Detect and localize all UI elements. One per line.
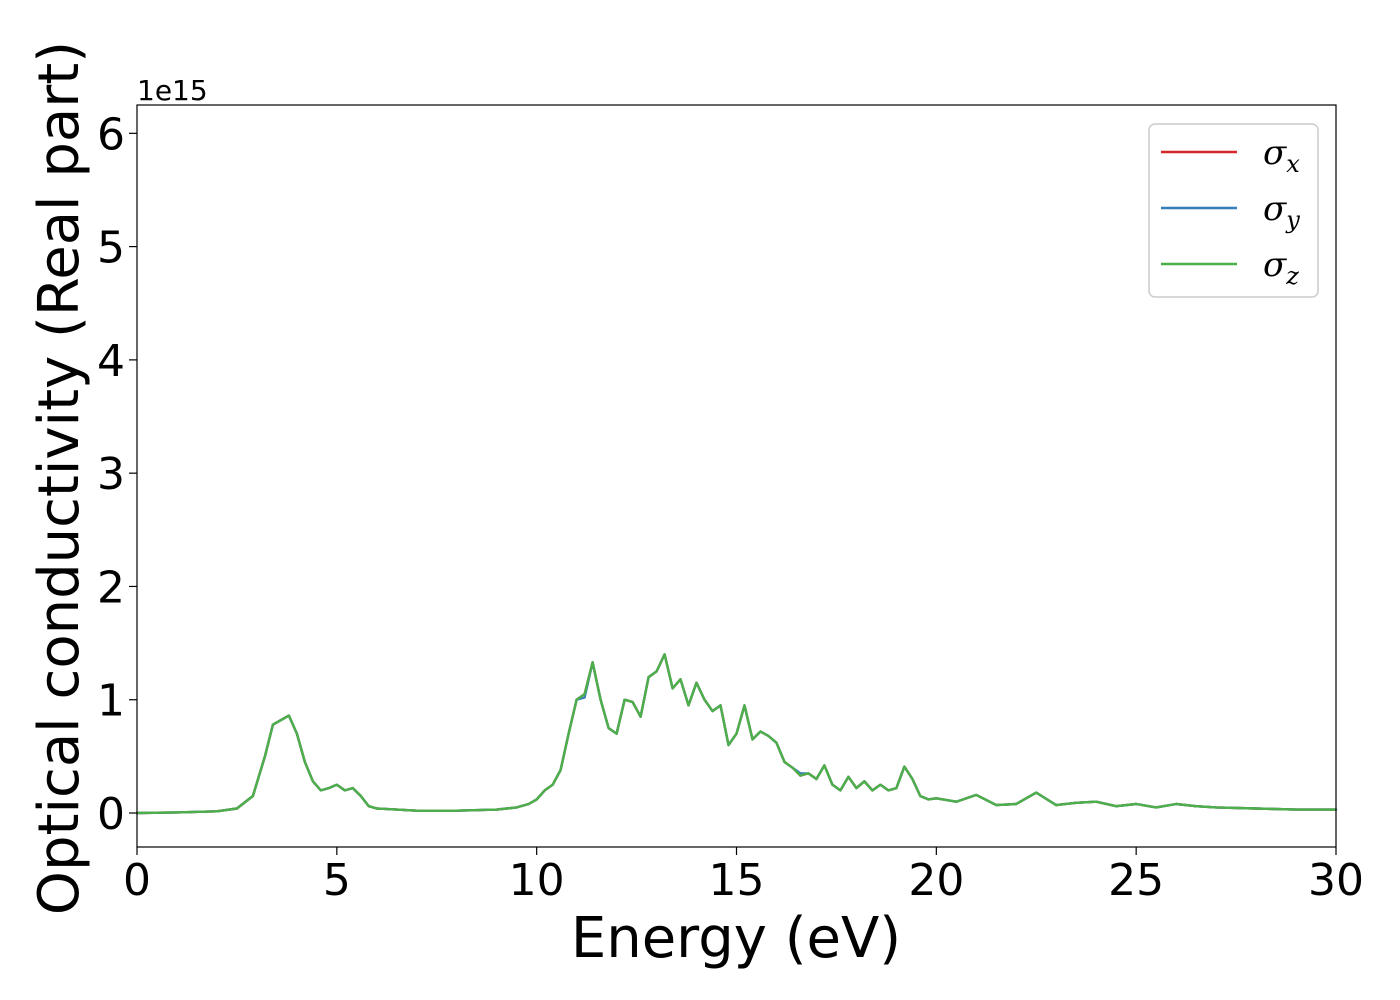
legend-label-y: σy xyxy=(1263,189,1300,234)
x-tick-label: 25 xyxy=(1108,855,1164,906)
plot-area xyxy=(137,105,1336,847)
series-line-z xyxy=(135,653,1338,815)
legend-box xyxy=(1148,123,1319,298)
x-axis: 0 5 10 15 20 25 30 xyxy=(123,847,1364,906)
x-tick-label: 30 xyxy=(1308,855,1364,906)
y-axis-title: Optical conductivity (Real part) xyxy=(27,41,92,915)
y-tick-label: 0 xyxy=(97,789,125,840)
x-tick-label: 5 xyxy=(323,855,351,906)
x-tick-label: 0 xyxy=(123,855,151,906)
x-tick-label: 20 xyxy=(908,855,964,906)
y-tick-label: 3 xyxy=(97,449,125,500)
legend-label-z: σz xyxy=(1263,245,1299,290)
legend: σx σy σz xyxy=(1148,123,1319,298)
y-tick-label: 4 xyxy=(97,336,125,387)
x-tick-label: 15 xyxy=(709,855,765,906)
x-tick-label: 10 xyxy=(509,855,565,906)
legend-label-x: σx xyxy=(1263,133,1300,178)
y-axis: 0 1 2 3 4 5 6 xyxy=(97,109,137,840)
x-axis-title: Energy (eV) xyxy=(571,906,901,971)
series-layer xyxy=(135,653,1338,815)
y-tick-label: 2 xyxy=(97,562,125,613)
y-tick-label: 6 xyxy=(97,109,125,160)
y-tick-label: 1 xyxy=(97,676,125,727)
y-offset-label: 1e15 xyxy=(137,74,208,107)
y-tick-label: 5 xyxy=(97,223,125,274)
